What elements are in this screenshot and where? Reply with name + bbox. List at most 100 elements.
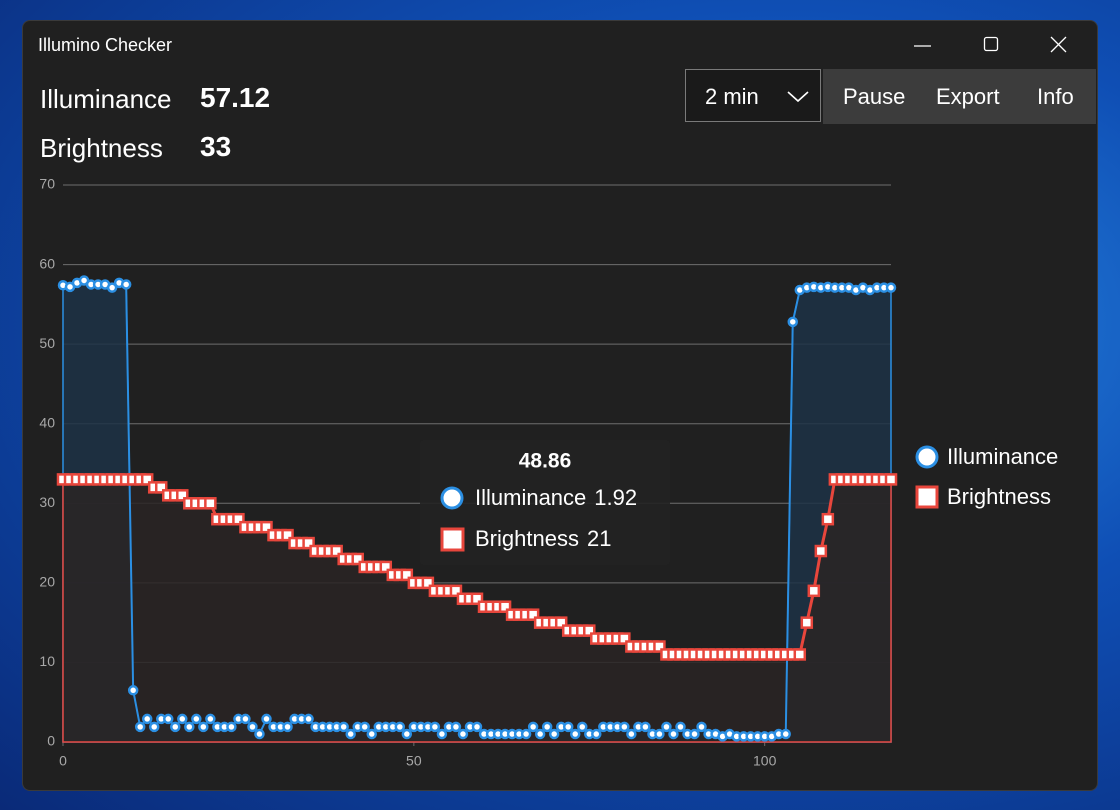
- point: [302, 536, 315, 550]
- point: [548, 728, 560, 740]
- point: [401, 728, 413, 740]
- readout-label: Illuminance: [40, 84, 172, 114]
- dropdown-text: 2 min: [705, 84, 759, 109]
- point: [260, 520, 273, 534]
- point: [689, 728, 700, 740]
- point: [240, 713, 251, 725]
- legend-label: Illuminance: [947, 444, 1058, 469]
- tooltip-value: 1.92: [594, 485, 637, 510]
- tooltip-label: Illuminance 1.92: [475, 485, 637, 510]
- point: [170, 721, 181, 733]
- point: [400, 568, 414, 582]
- x-tick-label: 50: [406, 753, 422, 769]
- point: [800, 616, 814, 629]
- point: [675, 721, 686, 733]
- point: [527, 721, 539, 733]
- point: [668, 728, 679, 740]
- point: [338, 721, 349, 733]
- point: [177, 713, 188, 725]
- point: [787, 316, 799, 328]
- point: [421, 576, 435, 590]
- point: [345, 728, 356, 740]
- point: [140, 473, 154, 486]
- point: [541, 721, 553, 733]
- export-button[interactable]: Export: [936, 84, 1000, 109]
- point: [793, 648, 807, 661]
- y-tick-label: 30: [39, 494, 55, 510]
- point: [205, 713, 216, 725]
- point: [282, 721, 293, 733]
- point: [163, 713, 174, 725]
- point: [281, 528, 294, 542]
- chevron: [787, 91, 809, 103]
- tooltip-value: 21: [587, 526, 611, 551]
- point: [254, 728, 265, 740]
- close-button[interactable]: [1050, 36, 1067, 53]
- point: [232, 512, 245, 526]
- pause-button[interactable]: Pause: [843, 84, 906, 109]
- point: [696, 721, 707, 733]
- point: [470, 592, 484, 606]
- point: [394, 721, 406, 733]
- point: [661, 721, 672, 733]
- point: [261, 713, 272, 725]
- point: [583, 624, 596, 637]
- point: [429, 721, 441, 733]
- point: [154, 481, 168, 494]
- readout-value: 33: [200, 131, 232, 162]
- point: [780, 728, 791, 740]
- point: [379, 560, 393, 574]
- point: [554, 616, 568, 629]
- y-tick-label: 60: [39, 255, 55, 271]
- point: [449, 584, 463, 598]
- point: [640, 721, 651, 733]
- point: [303, 713, 314, 725]
- maximize-button[interactable]: [983, 36, 999, 52]
- point: [247, 721, 258, 733]
- point: [619, 721, 630, 733]
- point: [366, 728, 377, 740]
- legend-marker: [915, 445, 939, 469]
- point: [654, 728, 665, 740]
- point: [821, 512, 835, 526]
- window-buttons: [914, 36, 1067, 53]
- x-tick-label: 0: [59, 753, 67, 769]
- point: [534, 728, 546, 740]
- y-tick-label: 70: [39, 176, 55, 192]
- range-dropdown[interactable]: 2 min: [685, 69, 821, 122]
- point: [885, 282, 897, 293]
- point: [191, 713, 202, 725]
- point: [120, 279, 132, 290]
- y-tick-label: 40: [39, 414, 55, 430]
- tooltip-title: 48.86: [519, 450, 572, 473]
- point: [471, 721, 483, 733]
- x-tick-label: 100: [753, 753, 777, 769]
- point: [141, 713, 153, 725]
- point: [330, 544, 343, 558]
- point: [351, 552, 364, 566]
- point: [198, 721, 209, 733]
- info-button[interactable]: Info: [1037, 84, 1074, 109]
- tooltip-marker: [440, 527, 465, 552]
- point: [148, 721, 160, 733]
- point: [526, 608, 540, 621]
- point: [184, 721, 195, 733]
- readout-label: Brightness: [40, 133, 163, 163]
- tooltip-name: Illuminance: [475, 485, 586, 510]
- readout-value: 57.12: [200, 82, 271, 113]
- window-title: Illumino Checker: [38, 35, 173, 55]
- point: [807, 584, 821, 598]
- point: [591, 728, 602, 740]
- y-tick-label: 10: [39, 653, 55, 669]
- point: [359, 721, 370, 733]
- point: [618, 632, 631, 645]
- y-tick-label: 0: [47, 733, 55, 749]
- point: [204, 497, 217, 510]
- point: [577, 721, 588, 733]
- point: [569, 728, 581, 740]
- point: [498, 600, 512, 613]
- point: [176, 489, 189, 502]
- point: [884, 473, 898, 486]
